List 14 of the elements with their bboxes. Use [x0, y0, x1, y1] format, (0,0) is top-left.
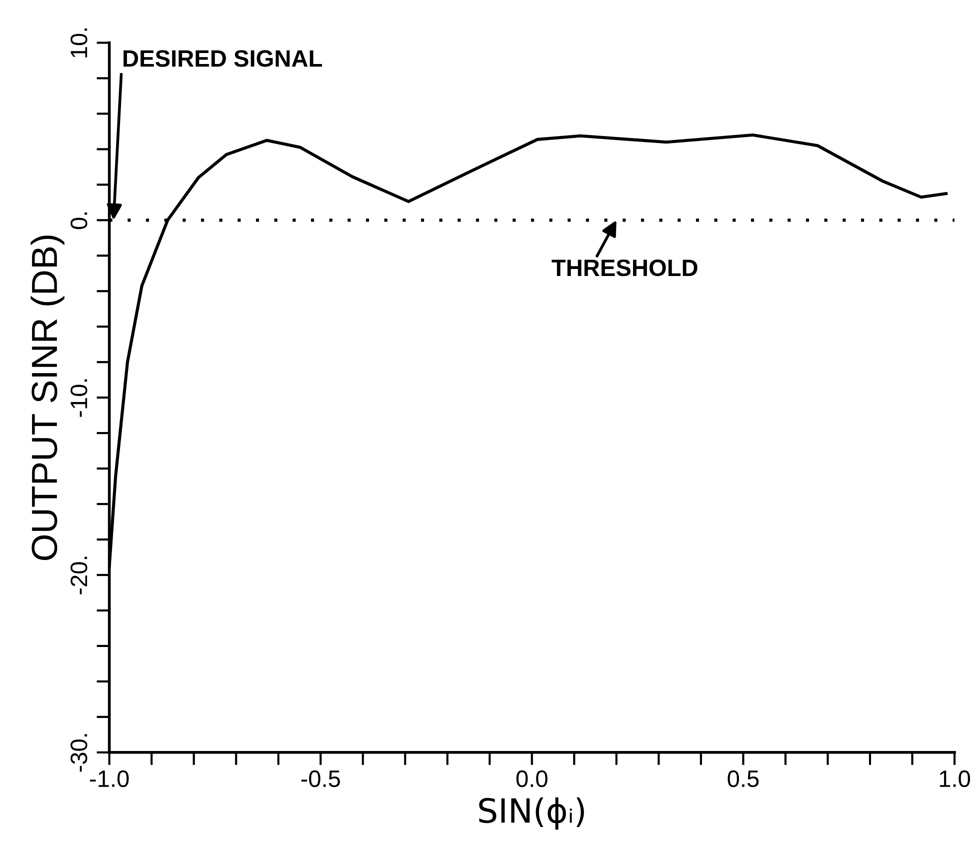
annotation: DESIRED SIGNAL — [124, 50, 322, 67]
x-axis-title: SIN(ϕᵢ) — [479, 797, 584, 830]
x-tick-label: 0.0 — [516, 770, 548, 788]
x-tick-label: -0.5 — [301, 770, 340, 788]
y-tick-label: 10. — [70, 28, 88, 58]
y-tick-label: -10. — [70, 379, 88, 417]
y-tick-label: -20. — [70, 556, 88, 594]
x-tick-label: -1.0 — [90, 770, 129, 788]
y-axis-title: OUTPUT SINR (DB) — [30, 236, 64, 560]
y-tick-label: 0. — [70, 212, 88, 230]
y-tick-label: -30. — [70, 734, 88, 772]
annotation: THRESHOLD — [552, 259, 698, 276]
x-tick-label: 0.5 — [728, 770, 759, 788]
x-tick-label: 1.0 — [940, 770, 970, 788]
